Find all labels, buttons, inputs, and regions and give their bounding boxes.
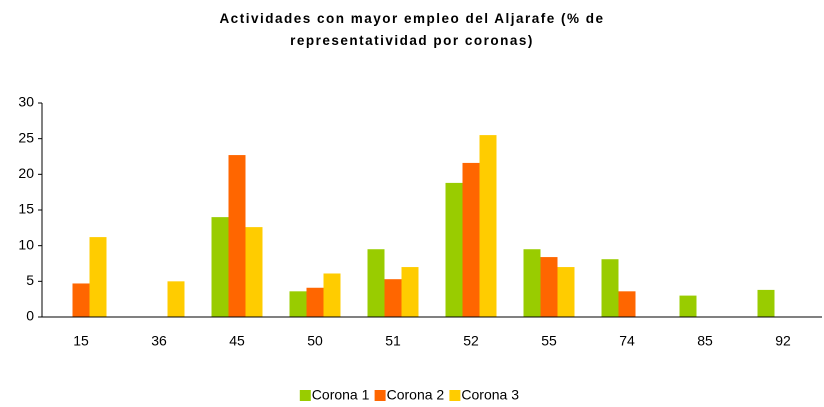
x-tick-label: 52 bbox=[463, 333, 479, 349]
x-tick-label: 45 bbox=[229, 333, 245, 349]
legend-label: Corona 3 bbox=[461, 387, 519, 403]
legend-swatch bbox=[449, 390, 461, 401]
bar bbox=[89, 237, 107, 317]
bar bbox=[367, 249, 385, 317]
bar bbox=[228, 155, 246, 317]
x-tick-label: 50 bbox=[307, 333, 323, 349]
legend-swatch bbox=[299, 390, 311, 401]
bar bbox=[306, 287, 324, 317]
bar bbox=[557, 267, 575, 317]
x-tick-label: 85 bbox=[697, 333, 713, 349]
y-tick-label: 25 bbox=[18, 129, 34, 145]
x-tick-label: 92 bbox=[775, 333, 791, 349]
legend-label: Corona 1 bbox=[312, 387, 370, 403]
bar bbox=[72, 283, 90, 317]
legend-swatch bbox=[374, 390, 386, 401]
bar bbox=[479, 135, 497, 317]
x-tick-label: 15 bbox=[73, 333, 89, 349]
bar bbox=[601, 259, 619, 317]
bar bbox=[167, 281, 185, 317]
x-tick-label: 36 bbox=[151, 333, 167, 349]
x-tick-label: 74 bbox=[619, 333, 635, 349]
bar bbox=[523, 249, 541, 317]
y-tick-label: 10 bbox=[18, 236, 34, 252]
y-tick-label: 0 bbox=[26, 308, 34, 324]
bar bbox=[679, 295, 697, 317]
bar bbox=[323, 273, 341, 317]
y-tick-label: 15 bbox=[18, 201, 34, 217]
x-tick-label: 55 bbox=[541, 333, 557, 349]
bar bbox=[462, 162, 480, 317]
bar bbox=[401, 267, 419, 317]
bar bbox=[618, 291, 636, 317]
bar bbox=[445, 182, 463, 317]
bar bbox=[245, 227, 263, 317]
legend-label: Corona 2 bbox=[387, 387, 445, 403]
bar bbox=[757, 289, 775, 317]
x-tick-label: 51 bbox=[385, 333, 401, 349]
y-tick-label: 20 bbox=[18, 165, 34, 181]
bar bbox=[384, 279, 402, 317]
bar bbox=[540, 257, 558, 317]
bar bbox=[211, 217, 229, 317]
y-tick-label: 30 bbox=[18, 94, 34, 110]
y-tick-label: 5 bbox=[26, 272, 34, 288]
chart-title: Actividades con mayor empleo del Aljaraf… bbox=[219, 11, 605, 48]
bar bbox=[289, 291, 307, 317]
